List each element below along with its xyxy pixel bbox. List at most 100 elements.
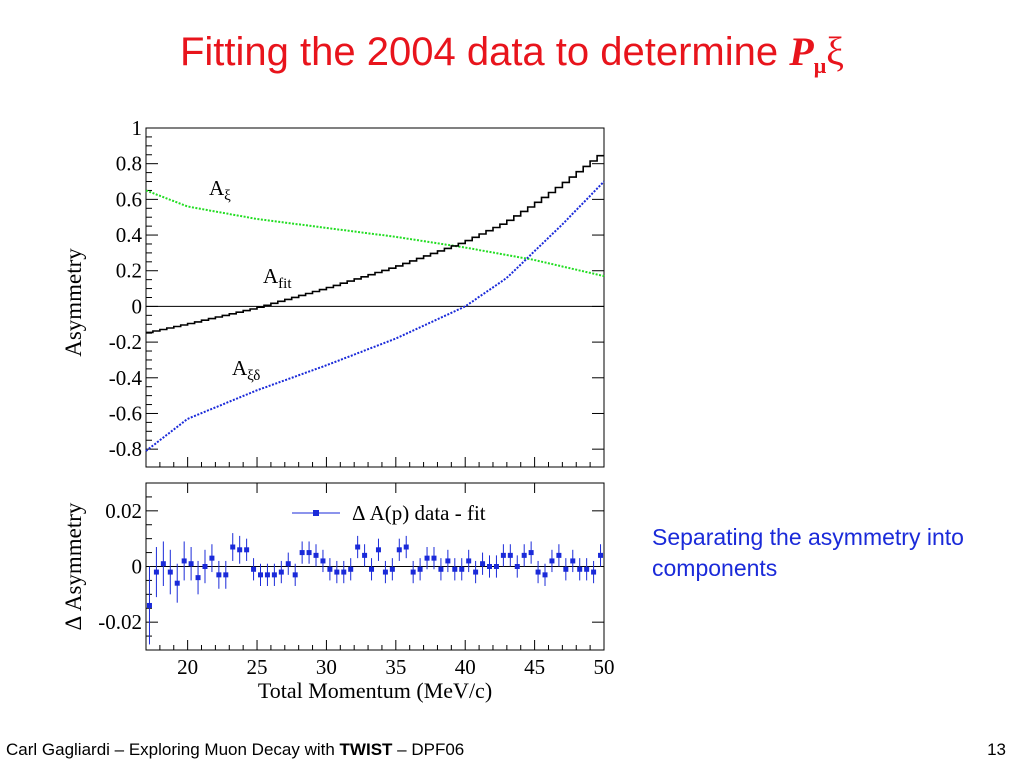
residual-point (521, 552, 527, 558)
bottom-xtick-label: 45 (524, 655, 545, 679)
top-ytick-label: 0.8 (116, 152, 142, 176)
residual-point (445, 558, 451, 564)
series-label-A-ξδ: Aξδ (232, 356, 260, 384)
residual-point (334, 569, 340, 575)
top-ytick-label: -0.8 (109, 437, 142, 461)
legend-label: Δ A(p) data - fit (352, 501, 486, 525)
bottom-xtick-label: 50 (594, 655, 615, 679)
residual-point (480, 561, 486, 567)
residual-point (598, 552, 604, 558)
residual-point (244, 547, 250, 553)
residual-point (320, 558, 326, 564)
bottom-xtick-label: 25 (247, 655, 268, 679)
residual-point (278, 569, 284, 575)
residual-point (487, 564, 492, 569)
bottom-ytick-label: 0.02 (105, 499, 142, 523)
residual-point (327, 566, 333, 572)
bottom-xtick-label: 30 (316, 655, 337, 679)
bottom-ylabel: Δ Asymmetry (61, 502, 86, 630)
residual-point (153, 569, 159, 575)
residual-point (396, 547, 402, 553)
title-suffix: ξ (826, 29, 845, 74)
residual-point (160, 561, 166, 567)
residual-point (542, 572, 548, 578)
residual-point (528, 550, 534, 556)
bottom-ytick-label: 0 (132, 555, 143, 579)
residual-point (209, 555, 215, 561)
residual-point (369, 566, 375, 572)
residual-point (417, 566, 423, 572)
bottom-ytick-label: -0.02 (98, 610, 142, 634)
top-ylabel: Asymmetry (61, 248, 86, 357)
residual-point (188, 561, 194, 567)
slide-title: Fitting the 2004 data to determine Pμξ (0, 28, 1024, 78)
series-label-A-fit: Afit (263, 264, 292, 292)
residual-point (341, 569, 347, 575)
residual-point (563, 566, 569, 572)
footer: Carl Gagliardi – Exploring Muon Decay wi… (6, 740, 464, 760)
side-note: Separating the asymmetry into components (652, 524, 964, 581)
residual-point (591, 569, 597, 575)
bottom-xtick-label: 35 (385, 655, 406, 679)
residual-point (251, 566, 257, 572)
residual-point (181, 558, 187, 564)
residual-point (556, 552, 562, 558)
top-ytick-label: 0 (132, 294, 143, 318)
residual-point (577, 566, 583, 572)
page-number: 13 (987, 740, 1006, 759)
residual-point (362, 552, 368, 558)
residual-point (452, 566, 458, 572)
residual-point (389, 566, 395, 572)
residual-point (264, 572, 270, 578)
residual-point (174, 580, 180, 586)
residual-point (306, 550, 312, 556)
series-line-A-fit (146, 154, 604, 334)
residual-point (271, 572, 277, 578)
residual-point (438, 566, 444, 572)
residual-point (459, 566, 465, 572)
residual-point (549, 558, 555, 564)
bottom-xtick-label: 40 (455, 655, 476, 679)
residual-point (514, 564, 520, 569)
residual-point (535, 569, 541, 575)
top-ytick-label: -0.6 (109, 401, 142, 425)
title-prefix: Fitting the 2004 data to determine (179, 30, 790, 74)
residual-point (382, 569, 388, 575)
residual-point (313, 552, 319, 558)
residual-point (292, 572, 298, 578)
residual-point (473, 569, 479, 575)
residual-point (258, 572, 263, 578)
residual-point (230, 544, 236, 550)
legend-marker (313, 510, 319, 516)
residual-point (507, 552, 513, 558)
residual-point (500, 552, 506, 558)
series-label-A-ξ: Aξ (209, 176, 231, 204)
residual-point (570, 558, 576, 564)
top-ytick-label: 0.6 (116, 187, 142, 211)
residual-point (223, 572, 229, 578)
residual-point (167, 569, 173, 575)
top-ytick-label: 0.4 (116, 223, 143, 247)
title-subscript: μ (813, 53, 827, 78)
footer-suffix: – DPF06 (392, 740, 465, 759)
residual-point (466, 558, 472, 564)
residual-point (403, 544, 409, 550)
residual-point (348, 566, 354, 572)
bottom-xtick-label: 20 (177, 655, 198, 679)
residual-point (424, 555, 430, 561)
residual-point (431, 555, 437, 561)
residual-point (237, 547, 243, 553)
top-ytick-label: -0.2 (109, 330, 142, 354)
residual-point (584, 566, 590, 572)
top-ytick-label: -0.4 (109, 366, 143, 390)
residual-point (410, 569, 416, 575)
residual-point (493, 564, 499, 569)
residual-point (299, 550, 305, 556)
residual-point (285, 561, 291, 567)
footer-prefix: Carl Gagliardi – Exploring Muon Decay wi… (6, 740, 340, 759)
footer-bold: TWIST (339, 740, 393, 759)
title-symbol: P (789, 29, 814, 74)
residual-point (355, 544, 361, 550)
residual-point (202, 564, 208, 569)
